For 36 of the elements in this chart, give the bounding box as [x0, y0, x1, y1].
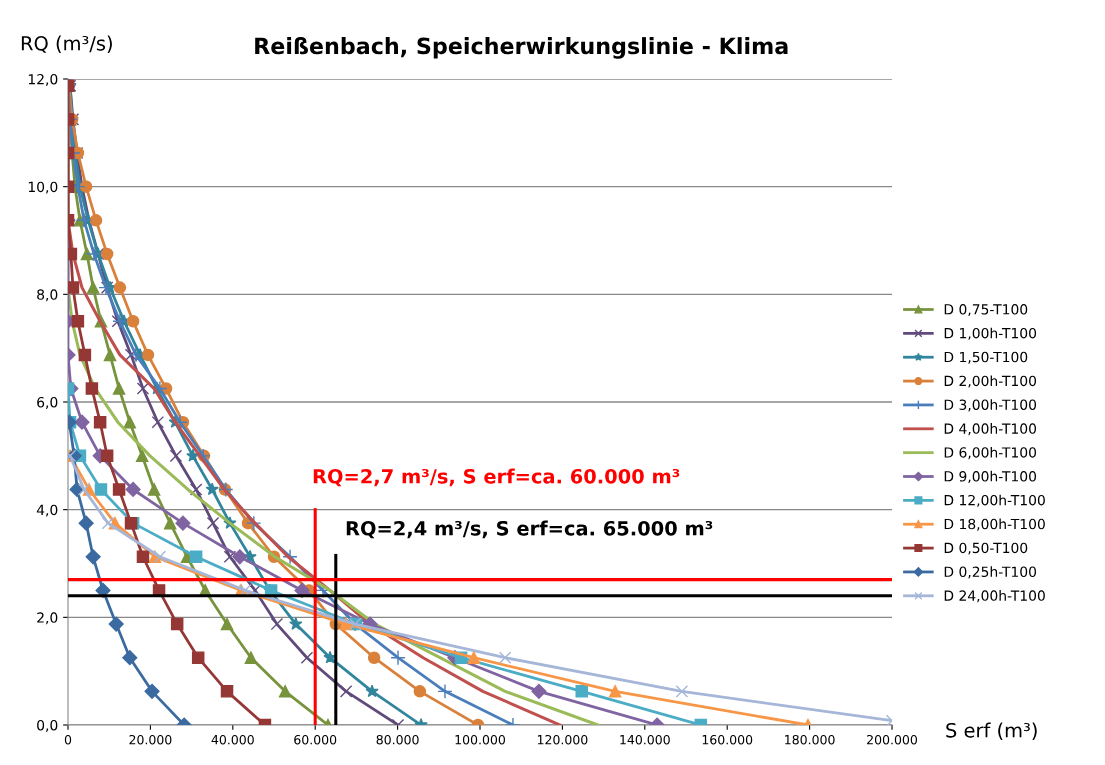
x-tick-label: 200.000 — [867, 734, 918, 745]
annotation: RQ=2,7 m³/s, S erf=ca. 60.000 m³ — [313, 468, 680, 487]
legend-label: D 9,00h-T100 — [944, 470, 1037, 483]
x-tick-label: 60.000 — [294, 734, 337, 745]
y-tick-label: 6,0 — [37, 396, 58, 409]
legend-label: D 1,50-T100 — [944, 351, 1028, 364]
y-tick-label: 8,0 — [37, 289, 58, 302]
y-axis-title: RQ (m³/s) — [21, 35, 112, 53]
x-tick-label: 160.000 — [702, 734, 753, 745]
x-tick-label: 20.000 — [129, 734, 172, 745]
x-tick-label: 180.000 — [785, 734, 835, 745]
legend-label: D 0,75-T100 — [944, 304, 1028, 316]
x-tick-label: 140.000 — [620, 734, 670, 745]
x-tick-label: 100.000 — [455, 734, 506, 745]
legend-label: D 4,00h-T100 — [944, 423, 1037, 436]
legend-label: D 24,00h-T100 — [944, 590, 1045, 603]
y-tick-label: 0,0 — [37, 719, 58, 732]
legend-label: D 2,00h-T100 — [944, 375, 1037, 388]
x-tick-label: 0 — [64, 734, 72, 745]
x-tick-label: 40.000 — [211, 734, 254, 745]
legend-label: D 0,50-T100 — [944, 542, 1028, 555]
legend-label: D 3,00h-T100 — [944, 399, 1037, 412]
chart-title: Reißenbach, Speicherwirkungslinie - Klima — [255, 37, 788, 59]
y-tick-label: 2,0 — [37, 612, 58, 625]
legend-label: D 6,00h-T100 — [944, 446, 1037, 460]
x-tick-label: 80.000 — [376, 734, 419, 745]
y-tick-label: 10,0 — [28, 181, 58, 194]
legend-label: D 18,00h-T100 — [944, 518, 1045, 531]
x-axis-title: S erf (m³) — [946, 722, 1037, 740]
y-tick-label: 12,0 — [28, 73, 58, 86]
legend-label: D 0,25h-T100 — [944, 566, 1037, 579]
y-tick-label: 4,0 — [36, 504, 58, 517]
x-tick-label: 120.000 — [537, 734, 588, 745]
legend-label: D 1,00h-T100 — [944, 327, 1037, 340]
annotation: RQ=2,4 m³/s, S erf=ca. 65.000 m³ — [346, 520, 713, 539]
legend-label: D 12,00h-T100 — [944, 494, 1045, 507]
